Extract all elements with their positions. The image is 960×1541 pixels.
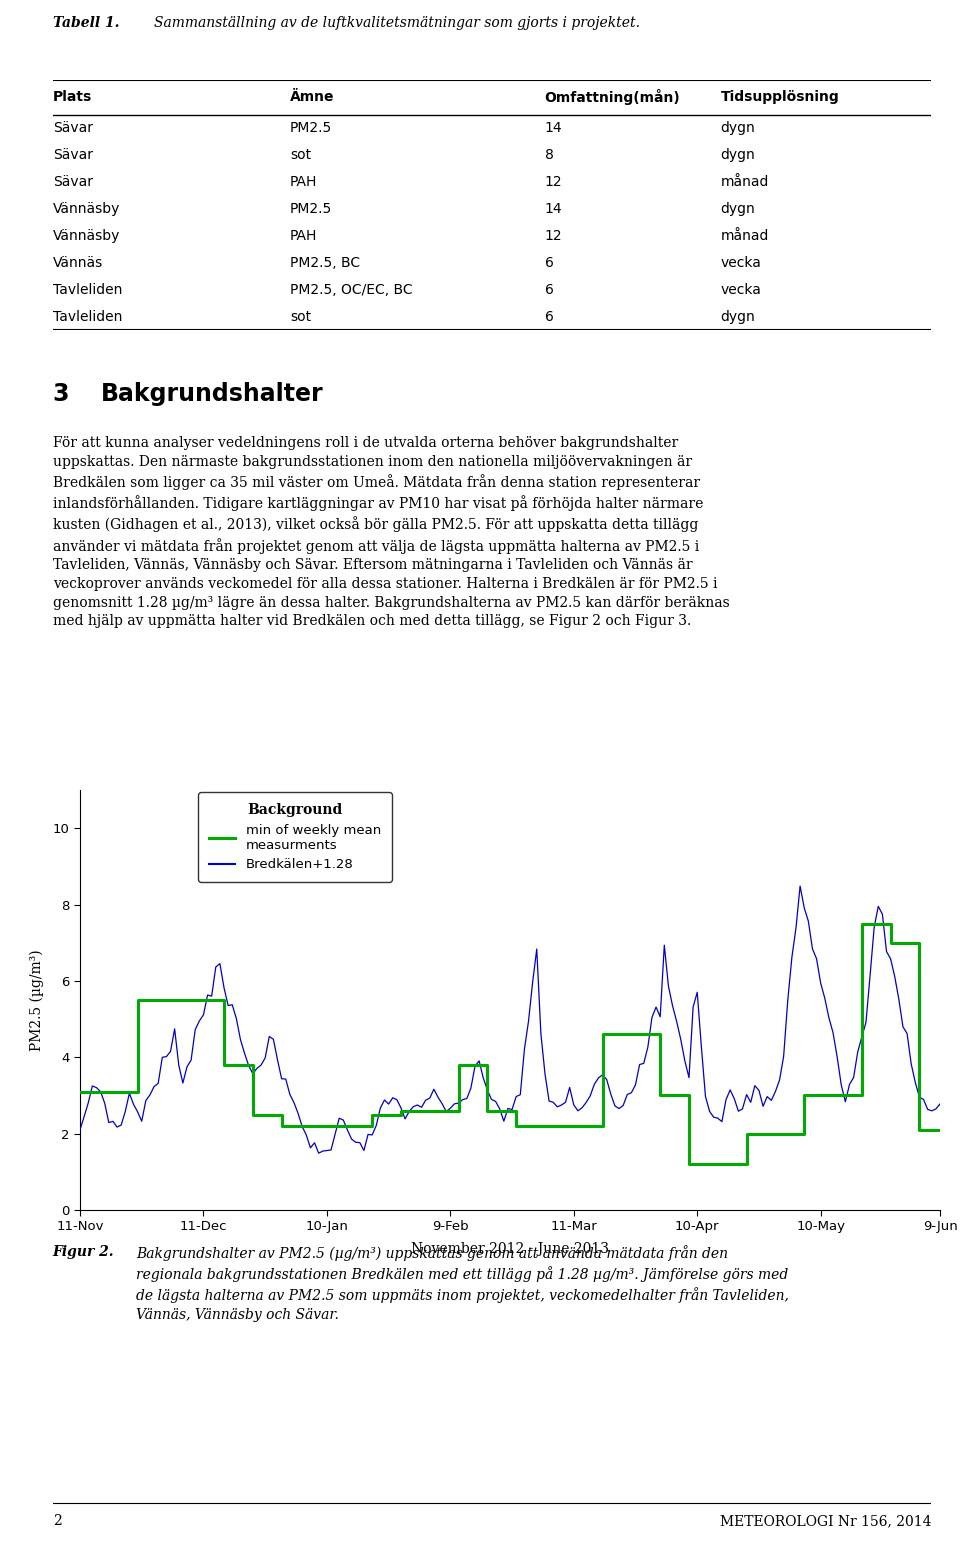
Text: dygn: dygn — [720, 122, 756, 136]
Text: dygn: dygn — [720, 202, 756, 216]
Text: 2: 2 — [53, 1513, 61, 1529]
Text: 6: 6 — [544, 256, 554, 270]
Text: PAH: PAH — [290, 230, 318, 243]
Text: PM2.5: PM2.5 — [290, 202, 332, 216]
Text: 12: 12 — [544, 176, 563, 190]
Text: Vännäsby: Vännäsby — [53, 202, 120, 216]
Text: Ämne: Ämne — [290, 89, 334, 103]
Text: För att kunna analyser vedeldningens roll i de utvalda orterna behöver bakgrunds: För att kunna analyser vedeldningens rol… — [53, 436, 730, 629]
Text: Tabell 1.: Tabell 1. — [53, 15, 119, 29]
Text: PAH: PAH — [290, 176, 318, 190]
Text: vecka: vecka — [720, 256, 761, 270]
Text: Tidsupplösning: Tidsupplösning — [720, 89, 839, 103]
Text: 12: 12 — [544, 230, 563, 243]
Text: månad: månad — [720, 176, 769, 190]
X-axis label: November 2012 - June 2013: November 2012 - June 2013 — [411, 1242, 609, 1256]
Text: Omfattning(mån): Omfattning(mån) — [544, 89, 681, 105]
Text: Bakgrundshalter: Bakgrundshalter — [101, 382, 324, 405]
Text: Figur 2.: Figur 2. — [53, 1245, 114, 1259]
Text: Sävar: Sävar — [53, 176, 93, 190]
Legend: min of weekly mean
measurments, Bredkälen+1.28: min of weekly mean measurments, Bredkäle… — [199, 792, 392, 881]
Text: PM2.5, BC: PM2.5, BC — [290, 256, 360, 270]
Text: 14: 14 — [544, 202, 563, 216]
Text: 3: 3 — [53, 382, 69, 405]
Text: 6: 6 — [544, 310, 554, 324]
Text: 14: 14 — [544, 122, 563, 136]
Text: Tavleliden: Tavleliden — [53, 282, 122, 297]
Text: sot: sot — [290, 148, 311, 162]
Text: Sammanställning av de luftkvalitetsmätningar som gjorts i projektet.: Sammanställning av de luftkvalitetsmätni… — [154, 15, 639, 29]
Text: PM2.5, OC/EC, BC: PM2.5, OC/EC, BC — [290, 282, 413, 297]
Text: 8: 8 — [544, 148, 554, 162]
Text: sot: sot — [290, 310, 311, 324]
Text: 6: 6 — [544, 282, 554, 297]
Text: Bakgrundshalter av PM2.5 (µg/m³) uppskattas genom att använda mätdata från den
r: Bakgrundshalter av PM2.5 (µg/m³) uppskat… — [136, 1245, 789, 1322]
Y-axis label: PM2.5 (µg/m³): PM2.5 (µg/m³) — [30, 949, 44, 1051]
Text: Vännäsby: Vännäsby — [53, 230, 120, 243]
Text: månad: månad — [720, 230, 769, 243]
Text: Sävar: Sävar — [53, 148, 93, 162]
Text: PM2.5: PM2.5 — [290, 122, 332, 136]
Text: dygn: dygn — [720, 310, 756, 324]
Text: Tavleliden: Tavleliden — [53, 310, 122, 324]
Text: dygn: dygn — [720, 148, 756, 162]
Text: Vännäs: Vännäs — [53, 256, 103, 270]
Text: METEOROLOGI Nr 156, 2014: METEOROLOGI Nr 156, 2014 — [720, 1513, 931, 1529]
Text: Sävar: Sävar — [53, 122, 93, 136]
Text: vecka: vecka — [720, 282, 761, 297]
Text: Plats: Plats — [53, 89, 92, 103]
